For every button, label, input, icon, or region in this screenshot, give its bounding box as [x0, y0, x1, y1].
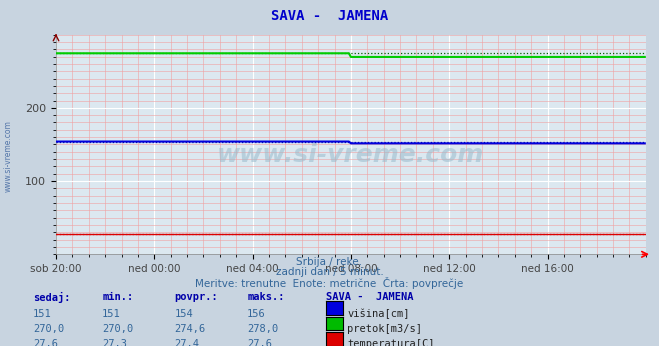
Text: 270,0: 270,0: [33, 324, 64, 334]
Text: sedaj:: sedaj:: [33, 292, 71, 303]
Text: SAVA -  JAMENA: SAVA - JAMENA: [271, 9, 388, 22]
Text: 151: 151: [33, 309, 51, 319]
Text: povpr.:: povpr.:: [175, 292, 218, 302]
Text: maks.:: maks.:: [247, 292, 285, 302]
Text: 27,4: 27,4: [175, 339, 200, 346]
Text: 278,0: 278,0: [247, 324, 278, 334]
Text: www.si-vreme.com: www.si-vreme.com: [3, 120, 13, 192]
Text: 154: 154: [175, 309, 193, 319]
Text: Meritve: trenutne  Enote: metrične  Črta: povprečje: Meritve: trenutne Enote: metrične Črta: …: [195, 277, 464, 290]
Text: 27,6: 27,6: [247, 339, 272, 346]
Text: 27,6: 27,6: [33, 339, 58, 346]
Text: 27,3: 27,3: [102, 339, 127, 346]
Text: SAVA -  JAMENA: SAVA - JAMENA: [326, 292, 414, 302]
Text: 274,6: 274,6: [175, 324, 206, 334]
Text: 270,0: 270,0: [102, 324, 133, 334]
Text: Srbija / reke.: Srbija / reke.: [297, 257, 362, 267]
Text: višina[cm]: višina[cm]: [347, 309, 410, 319]
Text: 151: 151: [102, 309, 121, 319]
Text: zadnji dan / 5 minut.: zadnji dan / 5 minut.: [275, 267, 384, 277]
Text: pretok[m3/s]: pretok[m3/s]: [347, 324, 422, 334]
Text: temperatura[C]: temperatura[C]: [347, 339, 435, 346]
Text: 156: 156: [247, 309, 266, 319]
Text: www.si-vreme.com: www.si-vreme.com: [217, 144, 484, 167]
Text: min.:: min.:: [102, 292, 133, 302]
